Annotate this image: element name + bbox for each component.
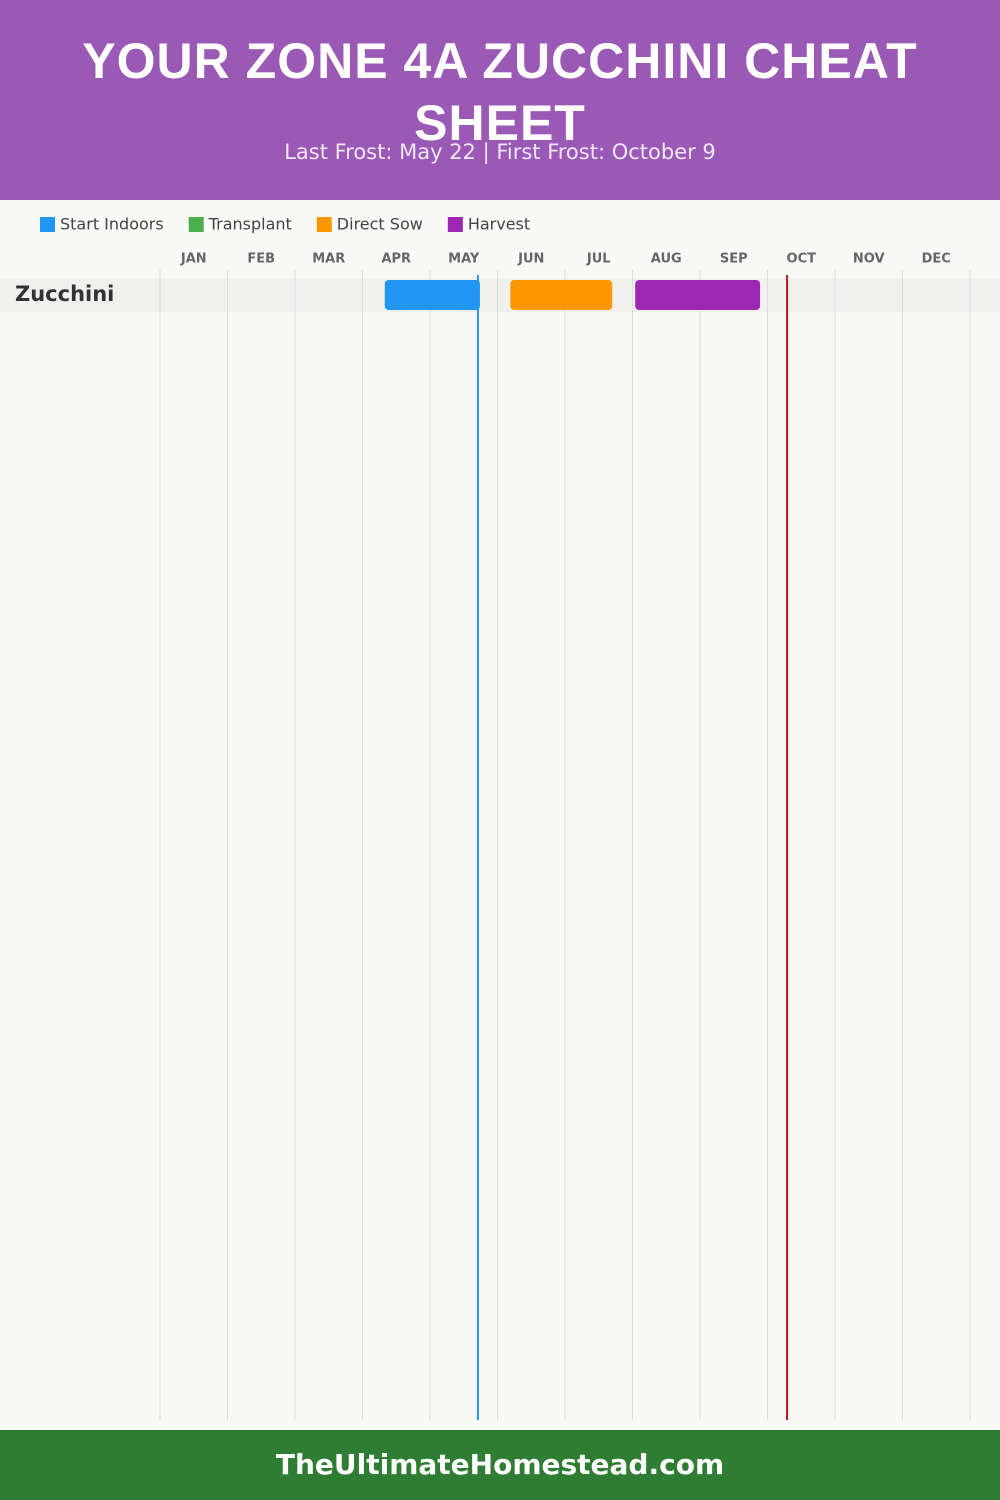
row-label: Zucchini [15,282,114,306]
legend-swatch [316,217,332,232]
x-tick-label: FEB [247,252,275,267]
x-tick-label: JAN [180,252,207,267]
x-tick-label: DEC [922,252,951,267]
row-background [0,278,1000,312]
bar [635,280,761,310]
x-tick-label: MAY [448,252,480,267]
bar [510,280,613,310]
footer: TheUltimateHomestead.com [0,1430,1000,1500]
x-tick-label: MAR [312,252,345,267]
legend-label: Harvest [468,215,530,234]
header: YOUR ZONE 4A ZUCCHINI CHEAT SHEET Last F… [0,0,1000,200]
x-tick-label: JUL [586,252,611,267]
legend-label: Transplant [208,215,292,234]
x-tick-label: AUG [651,252,682,267]
chart-subtitle: Last Frost: May 22 | First Frost: Octobe… [284,140,716,164]
legend-label: Direct Sow [337,215,423,234]
legend-swatch [447,217,463,232]
bar [384,280,480,310]
legend-label: Start Indoors [60,215,164,234]
x-tick-label: NOV [853,252,885,267]
x-tick-label: JUN [517,252,544,267]
chart: JAN FEB MAR APR MAY JUN JUL AUG SEP OCT NOV DEC Star… [0,215,1000,1420]
legend-swatch [40,217,55,232]
x-tick-label: OCT [787,252,817,267]
x-tick-label: SEP [720,252,748,267]
x-tick-label: APR [381,252,411,267]
chart-title: YOUR ZONE 4A ZUCCHINI CHEAT SHEET [82,33,918,151]
legend-swatch [188,217,204,232]
